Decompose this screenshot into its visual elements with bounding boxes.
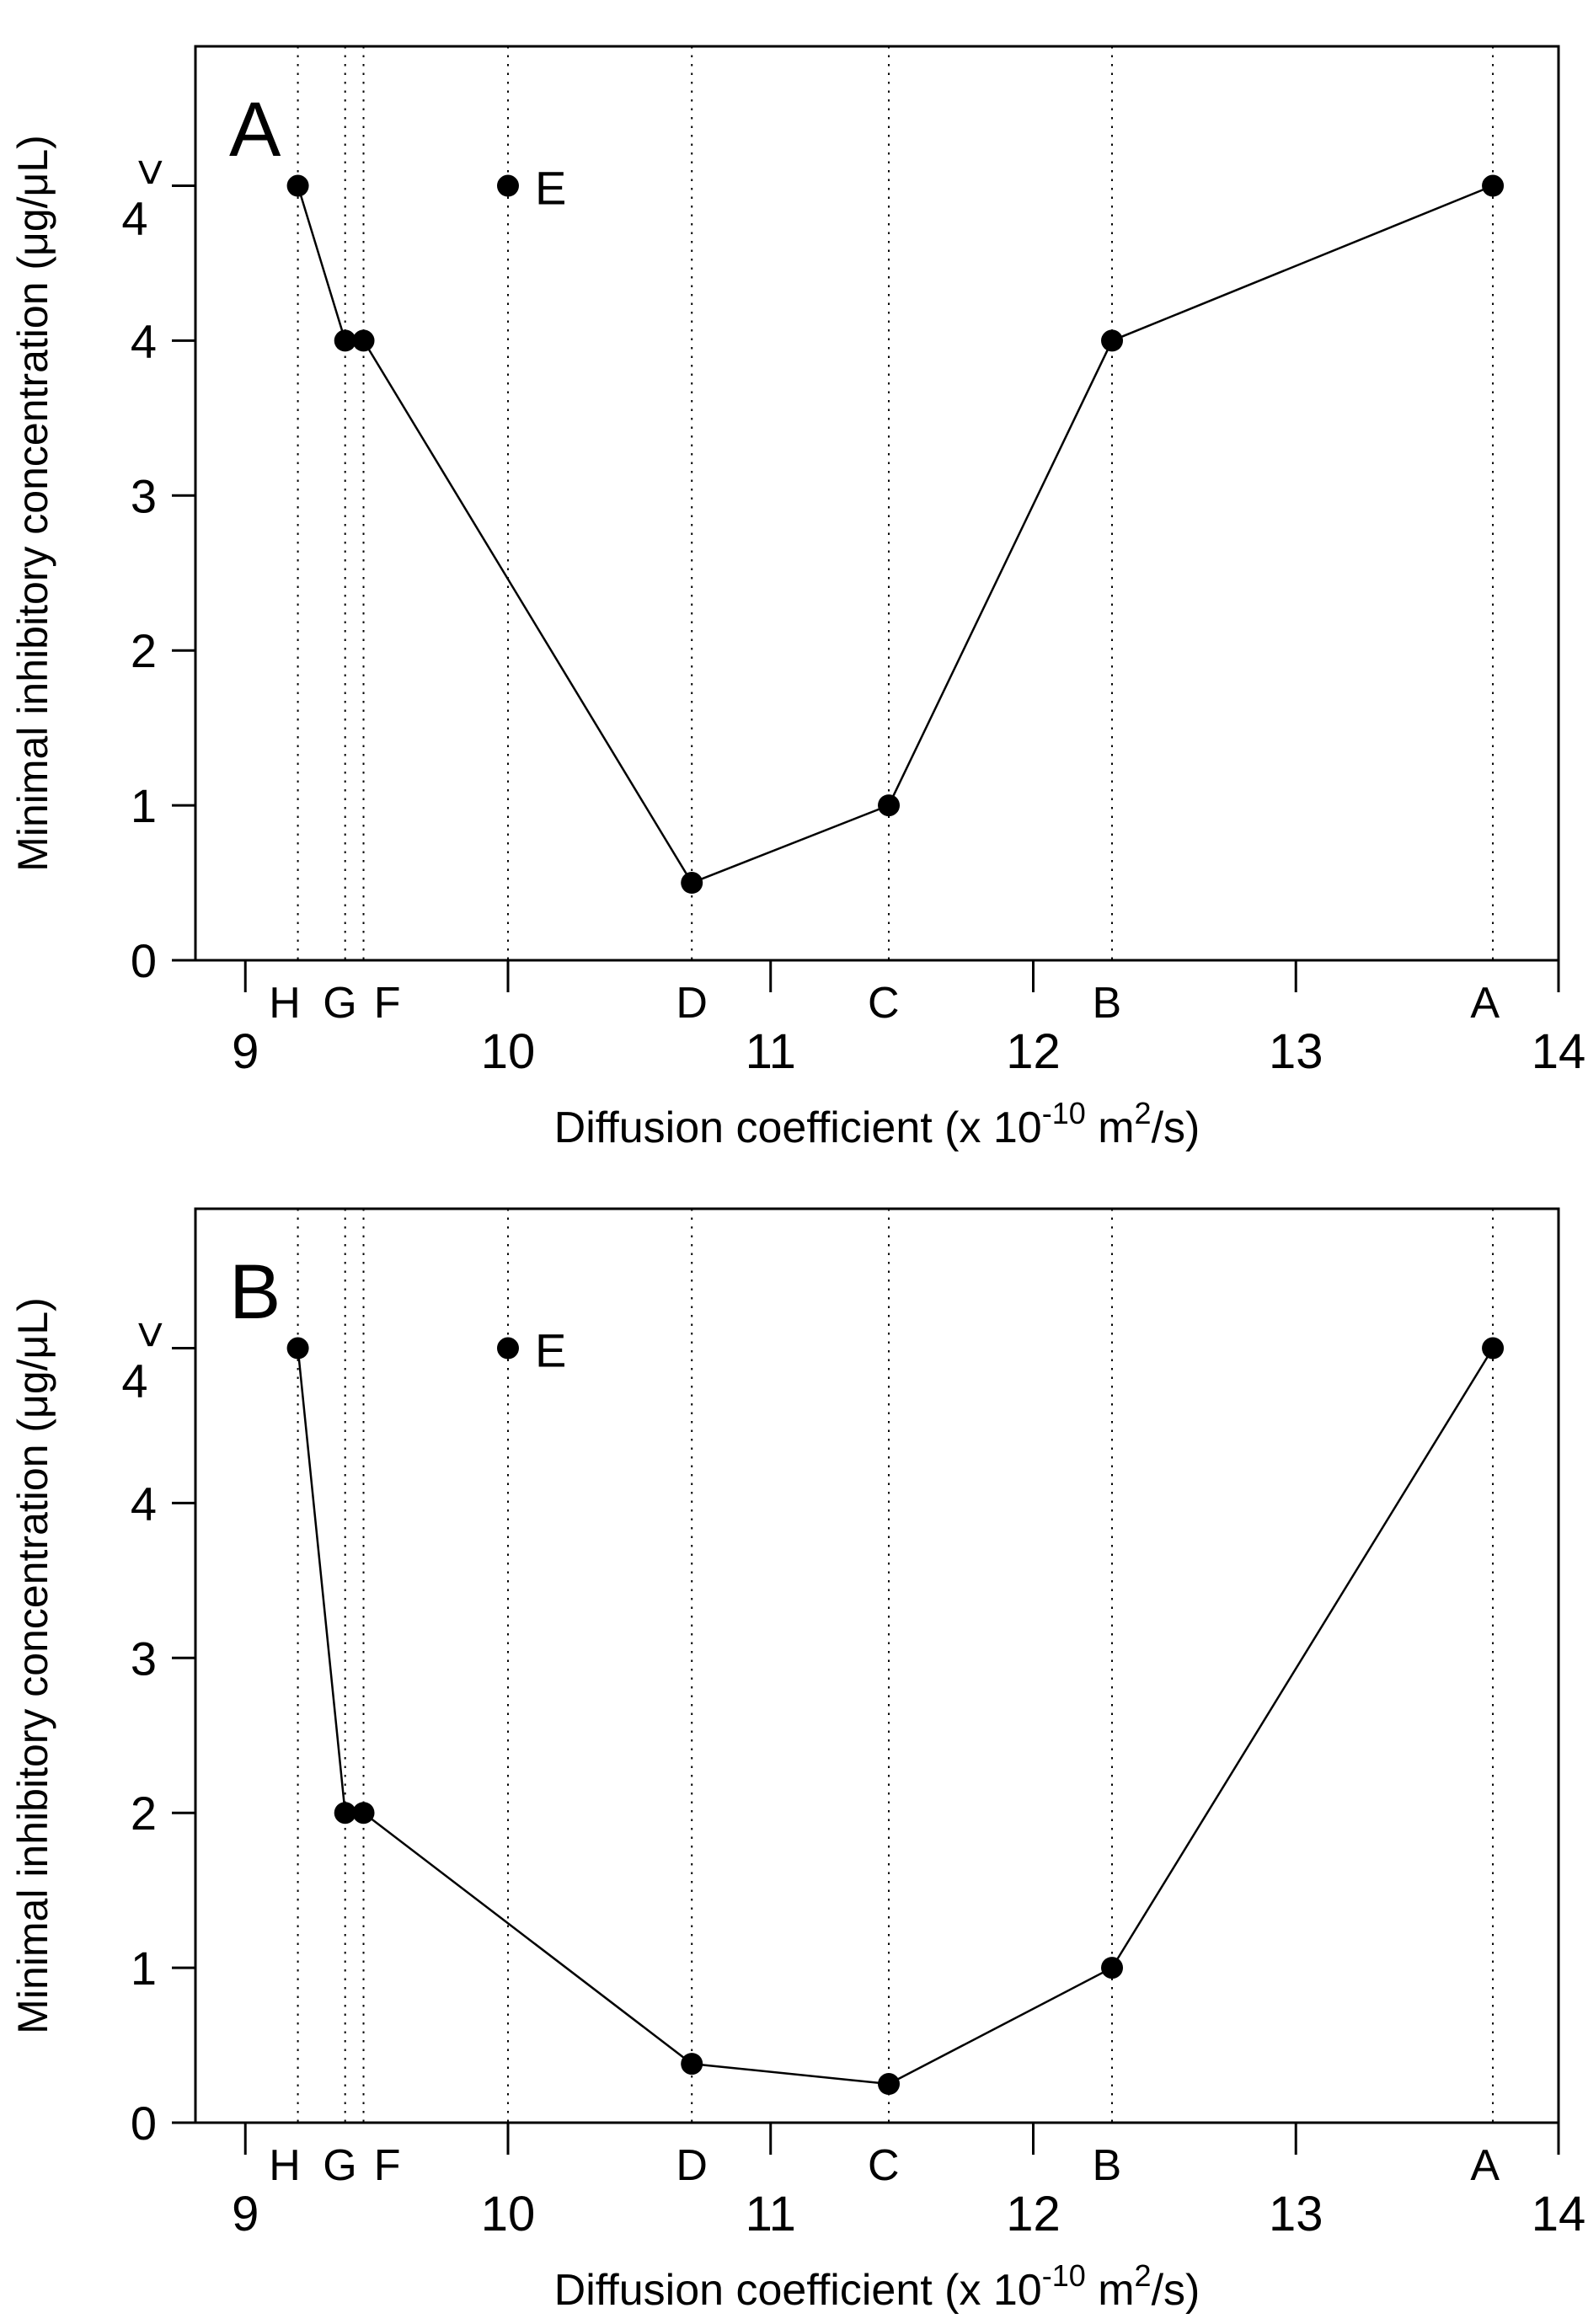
axis-point-label-H: H (269, 979, 301, 1028)
point-label-E: E (535, 162, 566, 215)
axis-point-label-A: A (1470, 979, 1500, 1028)
x-tick-label-10: 10 (481, 2187, 536, 2241)
x-tick-label-11: 11 (746, 1024, 796, 1079)
panel-a-chart: 0 1 2 3 4 >4 9 10 11 12 13 14 H G F D C B A E A Minimal inhib… (9, 45, 1586, 1152)
y-tick-label-3: 3 (131, 1632, 157, 1685)
y-tick-label-1: 1 (131, 1942, 157, 1995)
axis-point-label-B: B (1092, 979, 1121, 1028)
data-point-A (1482, 174, 1505, 197)
plot-frame (194, 45, 1560, 962)
data-point-A (1482, 1337, 1505, 1360)
axis-point-label-D: D (676, 979, 708, 1028)
x-tick-label-9: 9 (232, 2187, 259, 2241)
data-point-D (681, 2053, 703, 2076)
data-point-B (1101, 329, 1124, 352)
x-tick-label-12: 12 (1006, 1024, 1061, 1079)
over-limit-greater-than-symbol: > (125, 1321, 178, 1349)
data-point-G (334, 1802, 356, 1824)
x-tick-label-12: 12 (1006, 2187, 1061, 2241)
plot-frame (194, 1207, 1560, 2124)
data-line (297, 184, 1494, 884)
panel-label-B: B (229, 1249, 281, 1335)
data-point-C (878, 2073, 901, 2096)
y-tick-label-3: 3 (131, 469, 157, 522)
axis-point-label-C: C (868, 2141, 900, 2190)
y-axis-title: Minimal inhibitory concentration (μg/μL) (9, 1297, 56, 2034)
x-axis-title: Diffusion coefficient (x 10-10 m2/s) (554, 1096, 1200, 1152)
data-point-B (1101, 1957, 1124, 1979)
x-tick-label-11: 11 (746, 2187, 796, 2241)
x-tick-label-14: 14 (1532, 1024, 1586, 1079)
x-tick-label-13: 13 (1269, 1024, 1323, 1079)
x-tick-label-14: 14 (1532, 2187, 1586, 2241)
y-tick-label-0: 0 (131, 2097, 157, 2150)
data-point-H (286, 174, 309, 197)
data-point-F (352, 1802, 375, 1824)
axis-point-label-B: B (1092, 2141, 1121, 2190)
data-point-F (352, 329, 375, 352)
x-axis-title: Diffusion coefficient (x 10-10 m2/s) (554, 2258, 1200, 2315)
axis-point-label-A: A (1470, 2141, 1500, 2190)
data-point-H (286, 1337, 309, 1360)
over-limit-value-label: 4 (121, 192, 147, 245)
x-tick-label-13: 13 (1269, 2187, 1323, 2241)
axis-point-label-D: D (676, 2141, 708, 2190)
over-limit-greater-than-symbol: > (125, 158, 178, 186)
axis-point-label-G: G (323, 2141, 356, 2190)
panel-label-A: A (229, 87, 281, 173)
x-tick-label-9: 9 (232, 1024, 259, 1079)
y-tick-label-4: 4 (131, 314, 157, 367)
axis-point-label-G: G (323, 979, 356, 1028)
data-point-C (878, 794, 901, 817)
data-point-E (496, 1337, 519, 1360)
data-point-G (334, 329, 356, 352)
y-axis-title: Minimal inhibitory concentration (μg/μL) (9, 135, 56, 872)
data-point-E (496, 174, 519, 197)
y-tick-label-2: 2 (131, 624, 157, 677)
axis-point-label-C: C (868, 979, 900, 1028)
point-label-E: E (535, 1324, 566, 1377)
y-tick-label-1: 1 (131, 779, 157, 832)
panel-b-chart: 0 1 2 3 4 >4 9 10 11 12 13 14 H G F D C B A E B Minimal inhib… (0, 1162, 1588, 2324)
over-limit-value-label: 4 (121, 1354, 147, 1408)
axis-point-label-F: F (374, 979, 401, 1028)
y-tick-label-2: 2 (131, 1787, 157, 1840)
y-tick-label-4: 4 (131, 1477, 157, 1530)
axis-point-label-H: H (269, 2141, 301, 2190)
data-point-D (681, 872, 703, 895)
axis-point-label-F: F (374, 2141, 401, 2190)
x-tick-label-10: 10 (481, 1024, 536, 1079)
y-tick-label-0: 0 (131, 934, 157, 987)
data-line (297, 1347, 1494, 2086)
